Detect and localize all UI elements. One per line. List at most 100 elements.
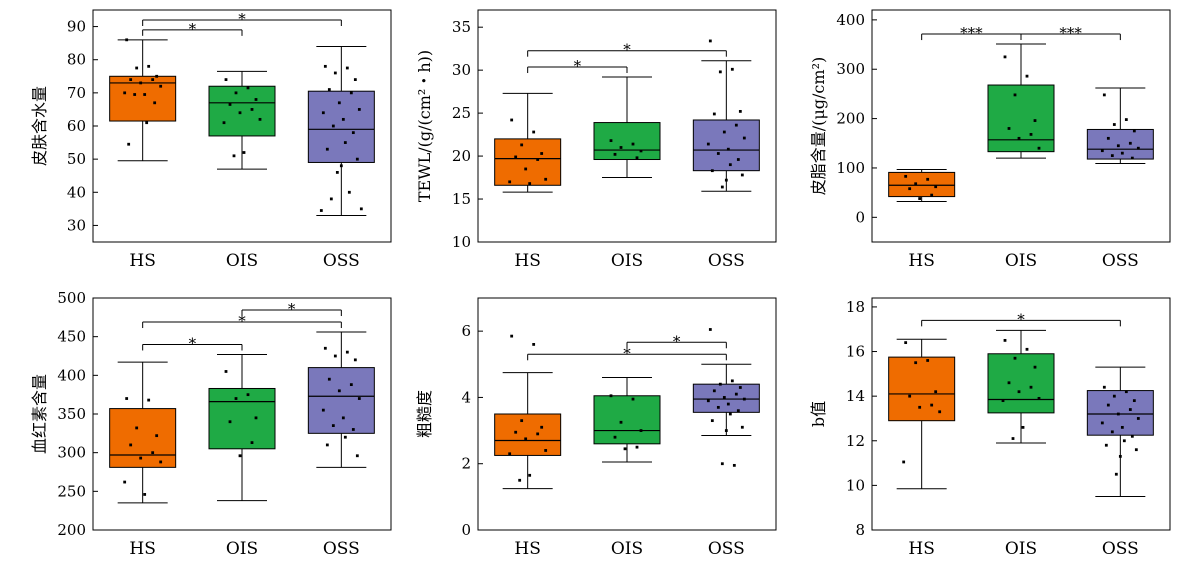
chart-panel-1: 30 40 50 60 70 80 90 皮肤含水量 HS OIS OSS * * [30, 9, 392, 271]
chart-panel-4: 200 250 300 350 400 450 500 血红素含量 HS OIS OSS * * * [30, 289, 392, 559]
data-point [155, 74, 159, 78]
data-point [508, 180, 512, 184]
data-point [1011, 437, 1015, 440]
box-body [987, 353, 1055, 414]
data-point [930, 403, 934, 407]
data-point [1025, 74, 1029, 78]
box-ois [593, 76, 661, 179]
data-point [738, 109, 742, 113]
data-point [1001, 399, 1005, 403]
data-point [228, 420, 232, 424]
data-point [914, 361, 918, 365]
data-point [349, 91, 353, 95]
data-point [222, 121, 226, 125]
data-point [730, 67, 734, 71]
data-point [716, 405, 720, 409]
category-label: OSS [708, 539, 745, 559]
data-point [329, 197, 333, 201]
data-point [1007, 381, 1011, 385]
data-point [1134, 448, 1138, 452]
data-point [1104, 443, 1108, 447]
data-point [1017, 136, 1021, 140]
data-point [520, 419, 524, 423]
y-tick-label: 400 [57, 366, 86, 384]
data-point [1116, 144, 1120, 148]
y-axis-label: 皮脂含量/(μg/cm²) [809, 57, 828, 195]
data-point [151, 451, 155, 455]
data-point [135, 66, 139, 70]
data-point [319, 209, 323, 212]
box-body [692, 119, 760, 172]
data-point [337, 389, 341, 393]
data-point [1118, 454, 1122, 458]
data-point [724, 429, 728, 432]
data-point [151, 78, 155, 81]
box-body [593, 122, 661, 161]
chart-panel-3: 0 100 200 300 400 皮脂含量/(μg/cm²) HS OIS OSS *** *** [809, 9, 1171, 271]
data-point [734, 392, 738, 396]
data-point [323, 64, 327, 68]
data-point [904, 174, 908, 178]
significance-bracket: * [142, 20, 243, 38]
plot-frame [871, 9, 1171, 243]
significance-bracket: *** [1020, 24, 1121, 42]
data-point [1124, 390, 1128, 394]
data-point [321, 111, 325, 115]
data-point [712, 112, 716, 116]
data-point [730, 379, 734, 383]
data-point [1007, 127, 1011, 130]
data-point [613, 435, 617, 439]
box-hs [109, 38, 177, 162]
data-point [1017, 390, 1021, 394]
significance-label: *** [1059, 24, 1082, 42]
y-tick-label: 16 [846, 343, 865, 361]
data-point [228, 103, 232, 106]
data-point [708, 328, 712, 331]
box-oss [692, 328, 760, 467]
data-point [343, 435, 347, 439]
data-point [524, 167, 528, 171]
data-point [139, 456, 143, 460]
data-point [359, 207, 363, 211]
data-point [926, 177, 930, 181]
y-tick-label: 70 [67, 84, 86, 102]
data-point [1136, 146, 1140, 150]
y-tick-label: 250 [57, 482, 86, 500]
data-point [934, 185, 938, 189]
y-tick-label: 0 [855, 208, 865, 226]
category-label: OIS [611, 251, 643, 271]
category-label: HS [908, 539, 934, 559]
data-point [123, 91, 127, 95]
data-point [532, 130, 536, 134]
box-oss [307, 331, 375, 468]
data-point [343, 141, 347, 144]
data-point [1120, 151, 1124, 155]
category-label: OSS [323, 539, 360, 559]
y-tick-label: 200 [836, 110, 865, 128]
data-point [335, 171, 339, 174]
significance-label: *** [960, 24, 983, 42]
data-point [147, 64, 151, 68]
data-point [246, 393, 250, 397]
data-point [908, 187, 912, 191]
y-tick-label: 50 [67, 150, 86, 168]
y-tick-label: 6 [461, 322, 471, 340]
y-tick-label: 400 [836, 11, 865, 29]
data-point [234, 91, 238, 95]
category-label: OSS [1102, 251, 1139, 271]
significance-bracket: * [626, 332, 727, 350]
data-point [619, 420, 623, 424]
data-point [159, 84, 163, 88]
significance-bracket: * [142, 312, 342, 330]
significance-label: * [288, 300, 296, 318]
data-point [349, 383, 353, 387]
significance-label: * [673, 332, 681, 350]
data-point [544, 449, 548, 452]
significance-bracket: *** [921, 24, 1022, 42]
significance-label: * [574, 57, 582, 75]
data-point [1033, 119, 1037, 122]
box-oss [1086, 366, 1154, 498]
data-point [716, 152, 720, 155]
y-tick-label: 20 [452, 147, 471, 165]
